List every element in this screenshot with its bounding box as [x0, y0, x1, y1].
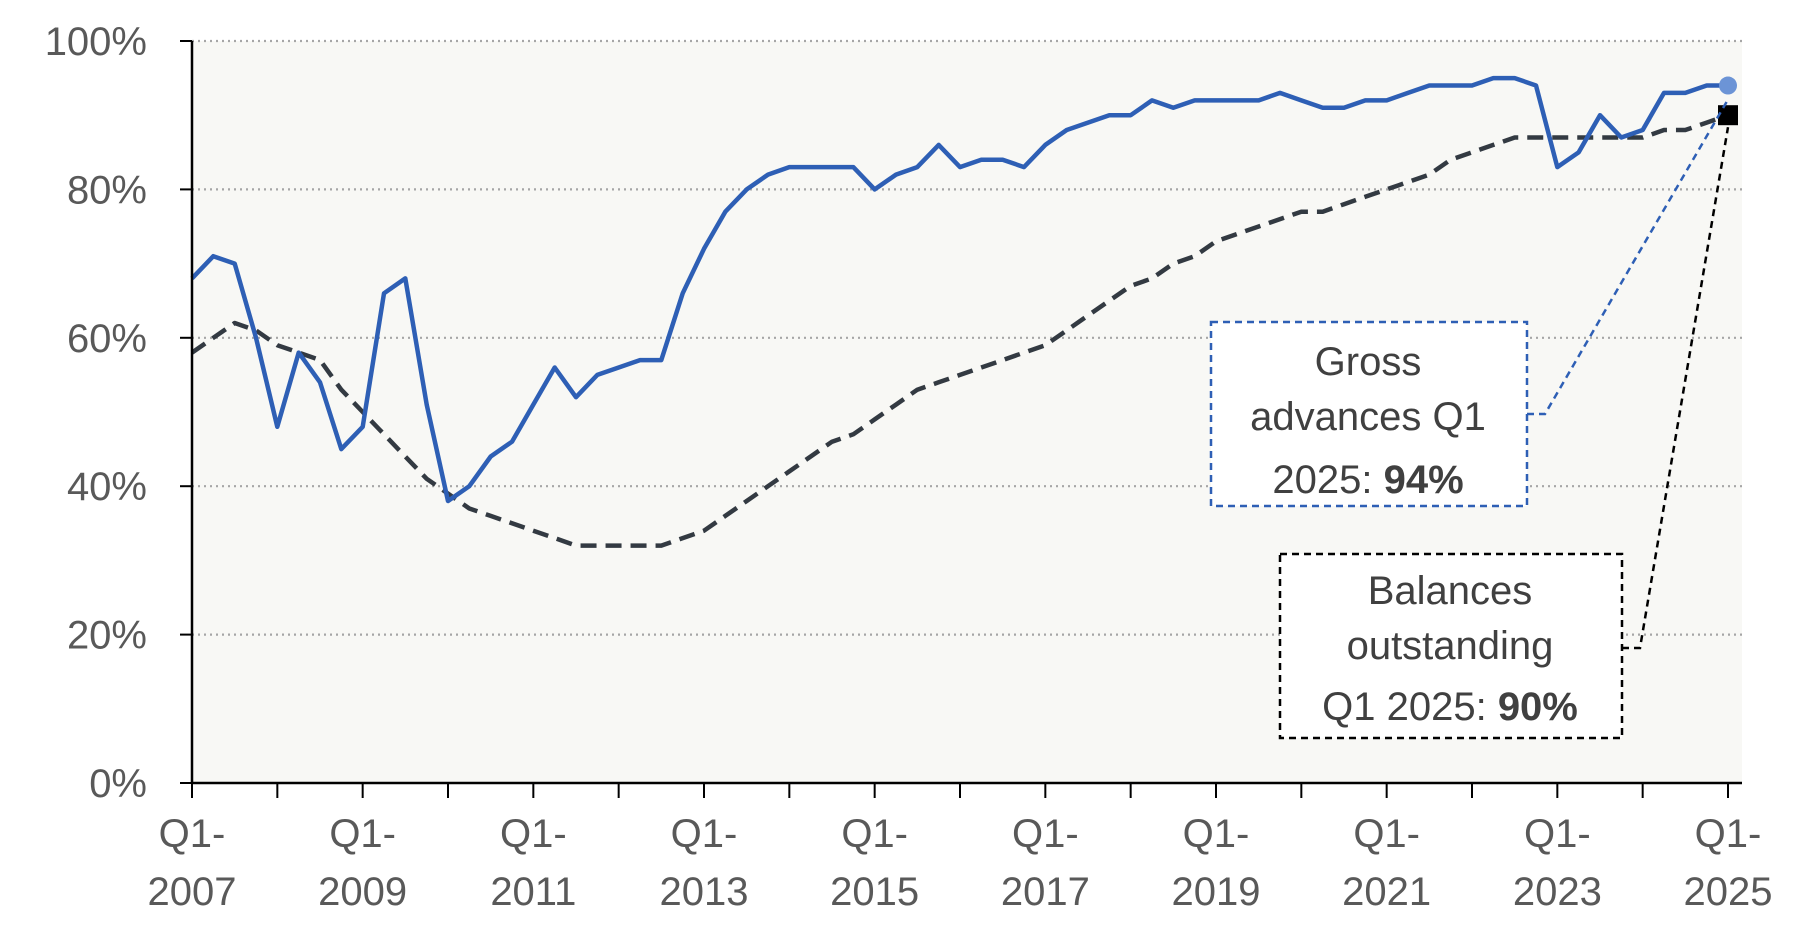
y-tick-label: 80% [67, 168, 147, 212]
gross-callout-line-2: advances Q1 [1250, 395, 1486, 439]
y-tick-label: 0% [89, 762, 147, 806]
x-tick-label-line1: Q1- [1012, 812, 1079, 856]
gross-callout-line-1: Gross [1315, 340, 1422, 384]
x-tick-label-line1: Q1- [329, 812, 396, 856]
balances-outstanding-leader-line [1622, 126, 1730, 650]
x-tick-label-line2: 2009 [318, 870, 407, 914]
x-tick-label-line2: 2011 [490, 870, 576, 914]
x-tick-label-line2: 2021 [1342, 870, 1431, 914]
balances-callout-prefix: Q1 2025: [1322, 685, 1498, 729]
gross-advances-end-marker [1719, 76, 1737, 95]
gross-callout-line-3: 2025: 94% [1272, 458, 1463, 502]
y-tick-label: 100% [45, 20, 147, 64]
y-tick-label: 40% [67, 465, 147, 509]
x-tick-label-line2: 2019 [1172, 870, 1261, 914]
x-tick-label-line2: 2017 [1001, 870, 1090, 914]
x-tick-label-line2: 2025 [1684, 870, 1773, 914]
callouts: Gross advances Q1 2025: 94% Balances out… [1209, 98, 1730, 740]
x-tick-label-line2: 2023 [1513, 870, 1602, 914]
gross-callout-value: 94% [1384, 458, 1464, 502]
x-tick-label-line2: 2007 [148, 870, 237, 914]
x-tick-label-line1: Q1- [159, 812, 226, 856]
balances-callout-value: 90% [1498, 685, 1578, 729]
y-tick-label: 20% [67, 614, 147, 658]
x-tick-label-line1: Q1- [1695, 812, 1762, 856]
x-tick-label-line1: Q1- [1353, 812, 1420, 856]
gross-advances-callout-box [1209, 320, 1529, 508]
x-tick-label-line1: Q1- [841, 812, 908, 856]
balances-callout-line-2: outstanding [1347, 624, 1554, 668]
y-tick-label: 60% [67, 317, 147, 361]
x-tick-label-line2: 2015 [830, 870, 919, 914]
gross-advances-line [190, 75, 1728, 504]
balances-callout-line-3: Q1 2025: 90% [1322, 685, 1578, 729]
x-tick-label-line1: Q1- [671, 812, 738, 856]
gross-advances-leader-line [1527, 98, 1730, 416]
x-tick-label-line2: 2013 [660, 870, 749, 914]
x-tick-label-line1: Q1- [1183, 812, 1250, 856]
balances-outstanding-callout-box [1278, 552, 1624, 740]
gross-callout-prefix: 2025: [1272, 458, 1383, 502]
balances-callout-line-1: Balances [1368, 569, 1533, 613]
x-tick-label-line1: Q1- [500, 812, 567, 856]
x-tick-label-line1: Q1- [1524, 812, 1591, 856]
series-lines [190, 75, 1738, 548]
axes: 0% 20% 40% 60% 80% 100% Q1- 2007 Q1- 2009 Q1- 2011 Q… [45, 20, 1773, 914]
balances-outstanding-end-marker [1718, 105, 1738, 126]
